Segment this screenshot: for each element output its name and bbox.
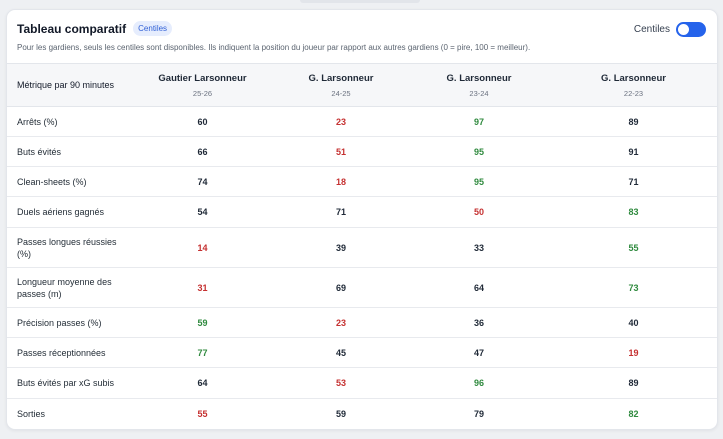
percentile-value: 89	[628, 378, 639, 388]
card-header: Tableau comparatif Centiles Pour les gar…	[7, 10, 717, 63]
table-row: Buts évités 66 51 95 91	[7, 137, 717, 167]
percentile-value: 95	[473, 176, 484, 187]
card-title: Tableau comparatif	[17, 21, 127, 36]
percentile-value: 23	[335, 116, 346, 127]
metric-label: Buts évités par xG subis	[17, 378, 115, 388]
metric-label: Clean-sheets (%)	[17, 176, 87, 187]
metric-label: Précision passes (%)	[17, 317, 102, 328]
percentile-value: 18	[335, 176, 346, 187]
percentile-value: 95	[473, 146, 484, 157]
percentile-value: 19	[628, 347, 639, 358]
percentile-value: 31	[197, 282, 208, 293]
player-name: Gautier Larsonneur	[158, 72, 247, 84]
percentile-value: 71	[335, 207, 346, 217]
percentile-value: 74	[197, 176, 208, 187]
percentile-value: 45	[335, 347, 346, 358]
player-name: G. Larsonneur	[308, 72, 374, 84]
percentile-value: 79	[473, 408, 484, 419]
percentile-value: 59	[197, 317, 208, 328]
season-label: 24-25	[331, 88, 351, 98]
metric-label: Buts évités	[17, 146, 62, 157]
percentile-value: 82	[628, 408, 639, 419]
toggle-knob	[678, 24, 689, 35]
percentile-value: 54	[197, 207, 208, 217]
table-row: Buts évités par xG subis 64 53 96 89	[7, 368, 717, 399]
table-row: Duels aériens gagnés 54 71 50 83	[7, 197, 717, 228]
percentile-value: 60	[197, 116, 208, 127]
centiles-toggle-group: Centiles	[634, 22, 706, 37]
table-body: Arrêts (%) 60 23 97 89 Buts évités 66 51 95 91 Cle…	[7, 107, 717, 429]
table-row: Précision passes (%) 59 23 36 40	[7, 308, 717, 338]
percentile-value: 64	[473, 282, 484, 293]
season-label: 25-26	[192, 88, 213, 98]
metric-label: Arrêts (%)	[17, 116, 58, 127]
column-header-1: Gautier Larsonneur 25-26	[133, 63, 272, 107]
metric-label: Longueur moyenne des passes (m)	[17, 276, 112, 299]
percentile-value: 50	[473, 207, 484, 217]
metric-label: Passes longues réussies (%)	[17, 236, 117, 259]
column-header-2: G. Larsonneur 24-25	[272, 63, 410, 107]
percentile-value: 91	[628, 146, 639, 157]
percentile-value: 47	[473, 347, 484, 358]
percentile-value: 40	[628, 317, 639, 328]
percentile-value: 64	[197, 378, 208, 388]
percentile-value: 83	[628, 207, 639, 217]
percentile-value: 71	[628, 176, 639, 187]
percentile-value: 96	[473, 378, 484, 388]
column-header-3: G. Larsonneur 23-24	[410, 63, 548, 107]
percentile-value: 66	[197, 146, 208, 157]
title-row: Tableau comparatif Centiles	[17, 21, 707, 36]
player-name: G. Larsonneur	[601, 72, 666, 84]
comparison-table: Métrique par 90 minutes Gautier Larsonne…	[7, 63, 717, 429]
metric-column-header: Métrique par 90 minutes	[7, 63, 133, 107]
table-row: Passes longues réussies (%) 14 39 33 55	[7, 228, 717, 268]
top-edge-decoration	[300, 0, 420, 3]
percentile-value: 89	[628, 116, 639, 127]
column-header-4: G. Larsonneur 22-23	[548, 63, 717, 107]
season-label: 23-24	[469, 88, 489, 98]
season-label: 22-23	[623, 88, 644, 98]
percentile-value: 14	[197, 242, 208, 253]
percentile-value: 55	[197, 408, 208, 419]
percentile-value: 53	[335, 378, 346, 388]
table-row: Clean-sheets (%) 74 18 95 71	[7, 167, 717, 197]
percentile-value: 59	[335, 408, 346, 419]
percentile-value: 33	[473, 242, 484, 253]
percentile-value: 69	[335, 282, 346, 293]
table-row: Longueur moyenne des passes (m) 31 69 64 73	[7, 268, 717, 308]
metric-label: Passes réceptionnées	[17, 347, 106, 358]
table-header-row: Métrique par 90 minutes Gautier Larsonne…	[7, 63, 717, 107]
percentile-value: 39	[335, 242, 346, 253]
percentile-value: 55	[628, 242, 639, 253]
percentile-value: 23	[335, 317, 346, 328]
metric-label: Duels aériens gagnés	[17, 207, 105, 217]
toggle-label: Centiles	[633, 24, 670, 35]
metric-label: Sorties	[17, 408, 46, 419]
player-name: G. Larsonneur	[446, 72, 512, 84]
comparison-card: Tableau comparatif Centiles Pour les gar…	[6, 9, 718, 430]
percentile-value: 73	[628, 282, 639, 293]
table-row: Arrêts (%) 60 23 97 89	[7, 107, 717, 137]
card-subtitle: Pour les gardiens, seuls les centiles so…	[17, 43, 531, 52]
table-row: Passes réceptionnées 77 45 47 19	[7, 338, 717, 368]
centiles-toggle[interactable]	[676, 22, 706, 37]
percentile-value: 97	[473, 116, 484, 127]
table-row: Sorties 55 59 79 82	[7, 399, 717, 429]
percentile-value: 77	[197, 347, 208, 358]
centiles-badge: Centiles	[133, 21, 173, 36]
percentile-value: 51	[335, 146, 346, 157]
percentile-value: 36	[473, 317, 484, 328]
